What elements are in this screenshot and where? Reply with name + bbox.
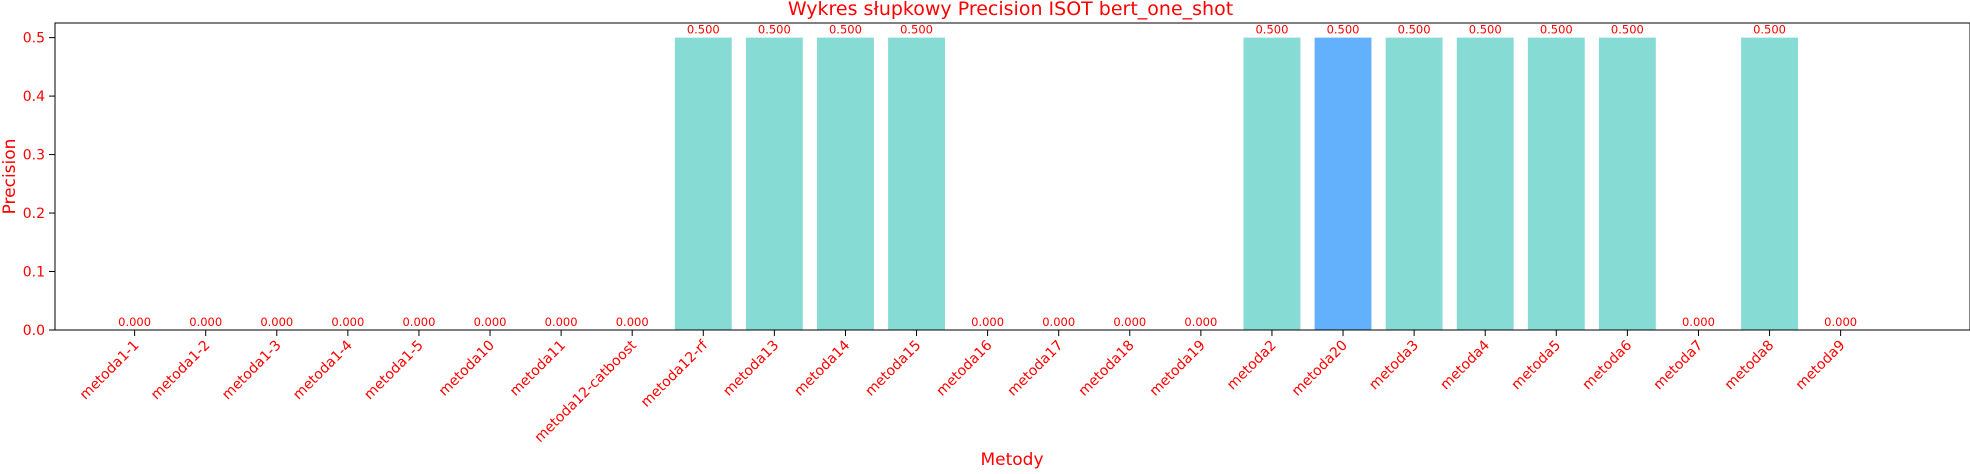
x-tick-label: metoda10	[436, 338, 498, 400]
x-tick-label: metoda2	[1224, 338, 1280, 394]
x-tick-label: metoda19	[1147, 338, 1209, 400]
bar	[1385, 37, 1443, 330]
bar-value-label: 0.500	[687, 23, 720, 37]
y-tick-label: 0.0	[23, 323, 45, 339]
bar-value-label: 0.000	[1682, 315, 1715, 329]
x-tick-label: metoda6	[1580, 337, 1636, 393]
bar	[1598, 37, 1656, 330]
y-tick-label: 0.4	[23, 89, 45, 105]
bar-value-label: 0.500	[1540, 23, 1573, 37]
bar-value-label: 0.000	[545, 315, 578, 329]
x-tick-label: metoda7	[1651, 338, 1707, 394]
bar	[745, 37, 803, 330]
y-tick-label: 0.5	[23, 31, 45, 47]
bar-value-label: 0.000	[1113, 315, 1146, 329]
plot-area-frame	[54, 22, 1970, 331]
y-tick-label: 0.2	[23, 206, 45, 222]
x-tick-label: metoda20	[1289, 338, 1351, 400]
bar-value-labels: 0.000 0.000 0.000 0.000 0.000 0.000 0.000 0.000…	[118, 23, 1857, 329]
bar-value-label: 0.500	[1398, 23, 1431, 37]
bar-value-label: 0.000	[402, 315, 435, 329]
y-tick-label: 0.1	[23, 265, 45, 281]
x-tick-label: metoda1-3	[219, 338, 285, 404]
bar-value-label: 0.000	[189, 315, 222, 329]
bar-value-label: 0.000	[331, 315, 364, 329]
bar	[1314, 37, 1372, 330]
bar-value-label: 0.000	[1042, 315, 1075, 329]
bar-value-label: 0.500	[1255, 23, 1288, 37]
bar-value-label: 0.000	[971, 315, 1004, 329]
x-tick-label: metoda15	[862, 338, 924, 400]
bar-value-label: 0.000	[118, 315, 151, 329]
x-tick-label: metoda18	[1076, 338, 1138, 400]
bar-value-label: 0.500	[1611, 23, 1644, 37]
x-tick-label: metoda16	[934, 337, 996, 399]
bar-value-label: 0.500	[900, 23, 933, 37]
x-tick-label: metoda1-1	[77, 338, 143, 404]
chart-title: Wykres słupkowy Precision ISOT bert_one_…	[788, 0, 1233, 20]
x-tick-label: metoda1-4	[290, 337, 356, 403]
bar-value-label: 0.500	[1327, 23, 1360, 37]
x-tick-label: metoda12-rf	[638, 337, 712, 411]
bar-value-label: 0.500	[1753, 23, 1786, 37]
bar-value-label: 0.500	[758, 23, 791, 37]
bar	[1243, 37, 1301, 330]
y-axis-ticks: 0.0 0.1 0.2 0.3 0.4 0.5	[23, 31, 55, 339]
bars-group	[674, 37, 1798, 330]
y-axis-label: Precision	[0, 139, 20, 215]
bar-value-label: 0.000	[260, 315, 293, 329]
bar	[674, 37, 732, 330]
bar-value-label: 0.500	[829, 23, 862, 37]
bar-value-label: 0.000	[1184, 315, 1217, 329]
bar	[817, 37, 874, 330]
bar	[1741, 37, 1798, 330]
x-tick-label: metoda5	[1508, 338, 1564, 394]
x-tick-label: metoda8	[1722, 338, 1778, 394]
bar-value-label: 0.500	[1469, 23, 1502, 37]
x-tick-label: metoda17	[1005, 338, 1067, 400]
x-axis-ticks: metoda1-1 metoda1-2 metoda1-3 metoda1-4 meto…	[77, 330, 1849, 446]
x-tick-label: metoda1-5	[361, 338, 427, 404]
bar	[888, 37, 945, 330]
x-tick-label: metoda3	[1366, 338, 1422, 394]
bar-value-label: 0.000	[474, 315, 507, 329]
x-tick-label: metoda13	[720, 338, 782, 400]
x-axis-label: Metody	[980, 450, 1043, 470]
x-tick-label: metoda14	[791, 337, 853, 399]
y-tick-label: 0.3	[23, 148, 45, 164]
bar-value-label: 0.000	[1824, 315, 1857, 329]
bar	[1527, 37, 1585, 330]
bar-value-label: 0.000	[616, 315, 649, 329]
x-tick-label: metoda1-2	[148, 338, 214, 404]
x-tick-label: metoda4	[1437, 337, 1493, 393]
bar	[1456, 37, 1514, 330]
x-tick-label: metoda9	[1793, 338, 1849, 394]
x-tick-label: metoda11	[507, 338, 569, 400]
